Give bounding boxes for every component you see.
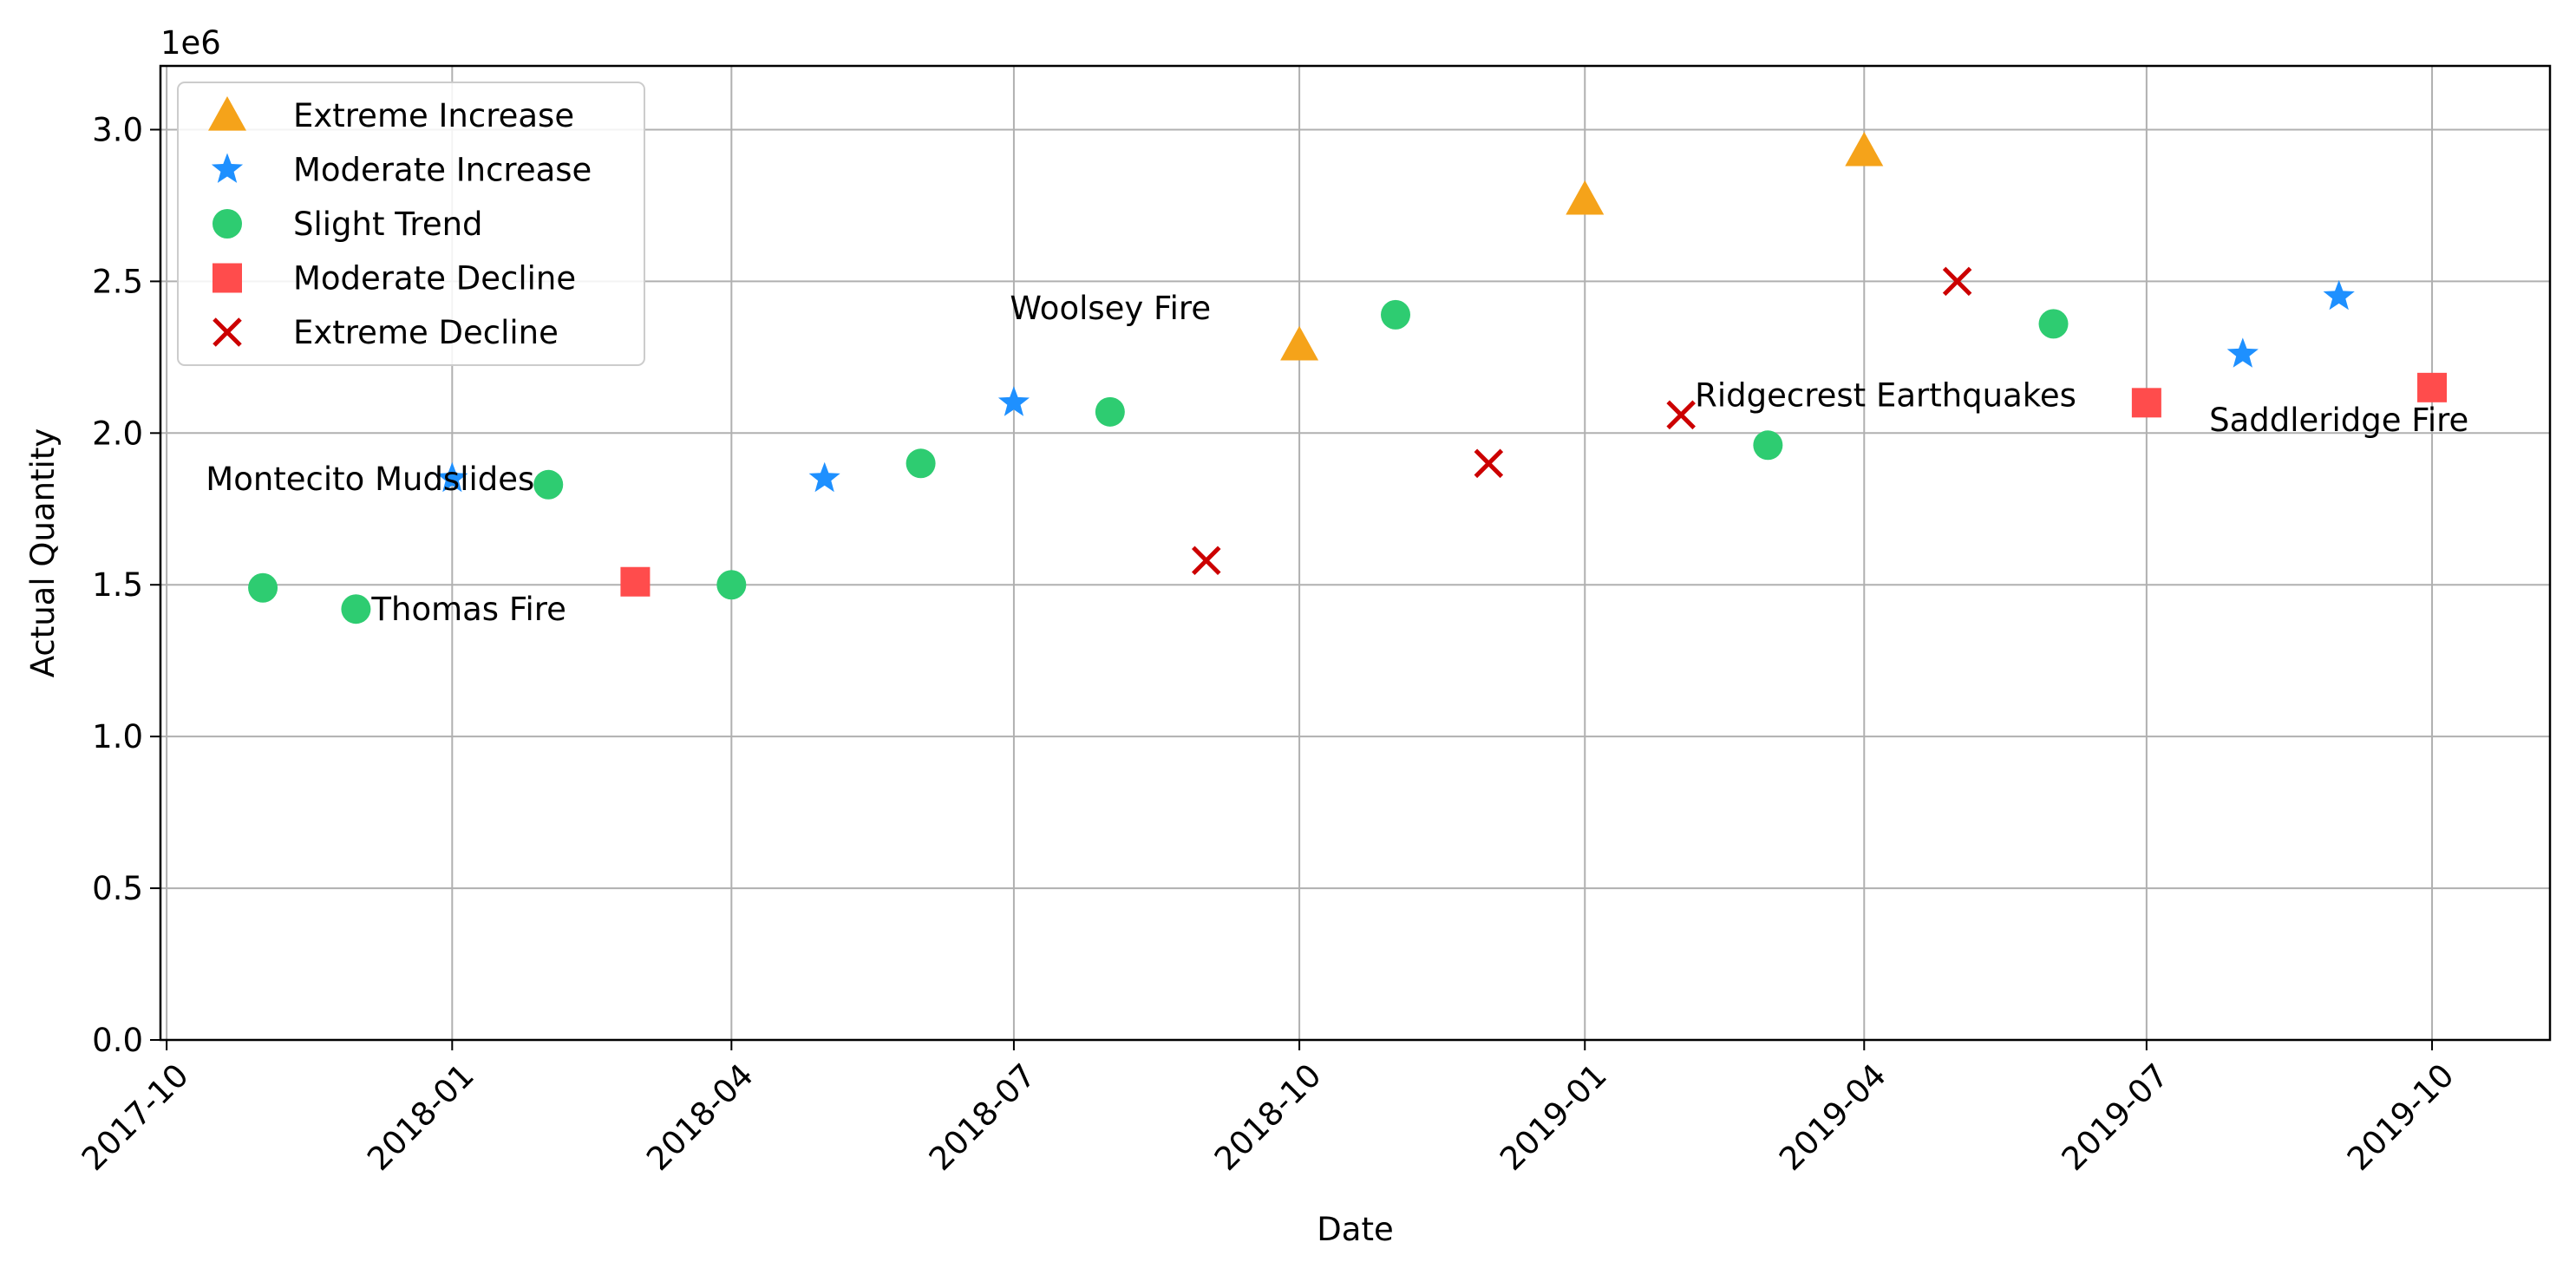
annotation-label: Montecito Mudslides (206, 461, 534, 498)
point-moderate-increase (436, 461, 468, 493)
data-points (248, 131, 2448, 624)
point-slight-trend (248, 572, 278, 603)
x-axis-label: Date (1317, 1211, 1393, 1248)
legend-marker-extreme-increase (208, 96, 246, 131)
point-slight-trend (341, 594, 371, 624)
point-moderate-increase (808, 461, 840, 493)
annotation-label: Saddleridge Fire (2209, 402, 2468, 439)
point-extreme-increase (1280, 325, 1319, 361)
annotation-label: Thomas Fire (370, 591, 566, 628)
legend-label-moderate-decline: Moderate Decline (293, 260, 576, 298)
x-marker-stroke (1666, 400, 1696, 430)
legend-marker-moderate-decline (212, 263, 242, 293)
y-axis-ticks: 0.0 0.5 1.0 1.5 2.0 2.5 3.0 (92, 111, 160, 1059)
y-tick-label: 3.0 (92, 111, 143, 148)
annotations: Montecito Mudslides Thomas Fire Woolsey Fi… (206, 290, 2468, 628)
y-tick-label: 1.5 (92, 566, 143, 604)
point-slight-trend (906, 448, 936, 479)
plot-frame (159, 64, 2552, 1042)
point-extreme-increase (1845, 131, 1884, 167)
y-axis-offset-text: 1e6 (160, 24, 221, 62)
legend-marker-moderate-increase (211, 153, 244, 183)
point-slight-trend (2038, 309, 2069, 339)
point-moderate-decline (620, 566, 651, 597)
legend: Extreme Increase Moderate Increase Slight … (177, 82, 645, 366)
y-tick-label: 0.0 (92, 1022, 143, 1059)
legend-marker-extreme-decline (212, 317, 242, 347)
legend-label-extreme-increase: Extreme Increase (293, 97, 574, 134)
legend-label-slight-trend: Slight Trend (293, 206, 483, 243)
x-marker-stroke (1474, 448, 1504, 479)
point-moderate-increase (2226, 337, 2259, 368)
y-tick-label: 2.0 (92, 415, 143, 452)
annotation-label: Woolsey Fire (1010, 290, 1211, 327)
legend-label-extreme-decline: Extreme Decline (293, 314, 559, 351)
point-moderate-increase (2323, 279, 2355, 311)
point-slight-trend (716, 570, 747, 600)
point-extreme-decline (1942, 266, 1972, 297)
point-moderate-increase (997, 386, 1030, 416)
point-extreme-increase (1566, 180, 1605, 215)
legend-marker-slight-trend (212, 209, 242, 239)
point-slight-trend (1095, 396, 1125, 427)
y-tick-label: 2.5 (92, 263, 143, 300)
point-moderate-decline (2417, 372, 2448, 402)
point-extreme-decline (1474, 448, 1504, 479)
legend-box (177, 82, 645, 366)
y-axis-label: Actual Quantity (24, 428, 62, 678)
annotation-label: Ridgecrest Earthquakes (1695, 376, 2076, 414)
x-marker-stroke (1942, 266, 1972, 297)
point-extreme-decline (1666, 400, 1696, 430)
y-tick-label: 1.0 (92, 718, 143, 755)
x-marker-stroke (212, 317, 242, 347)
x-marker-stroke (1191, 546, 1221, 576)
point-extreme-decline (1191, 546, 1221, 576)
y-tick-label: 0.5 (92, 870, 143, 907)
point-slight-trend (533, 469, 564, 500)
legend-label-moderate-increase: Moderate Increase (293, 152, 592, 189)
point-slight-trend (1753, 430, 1783, 461)
point-moderate-decline (2131, 388, 2161, 418)
point-slight-trend (1381, 299, 1411, 330)
